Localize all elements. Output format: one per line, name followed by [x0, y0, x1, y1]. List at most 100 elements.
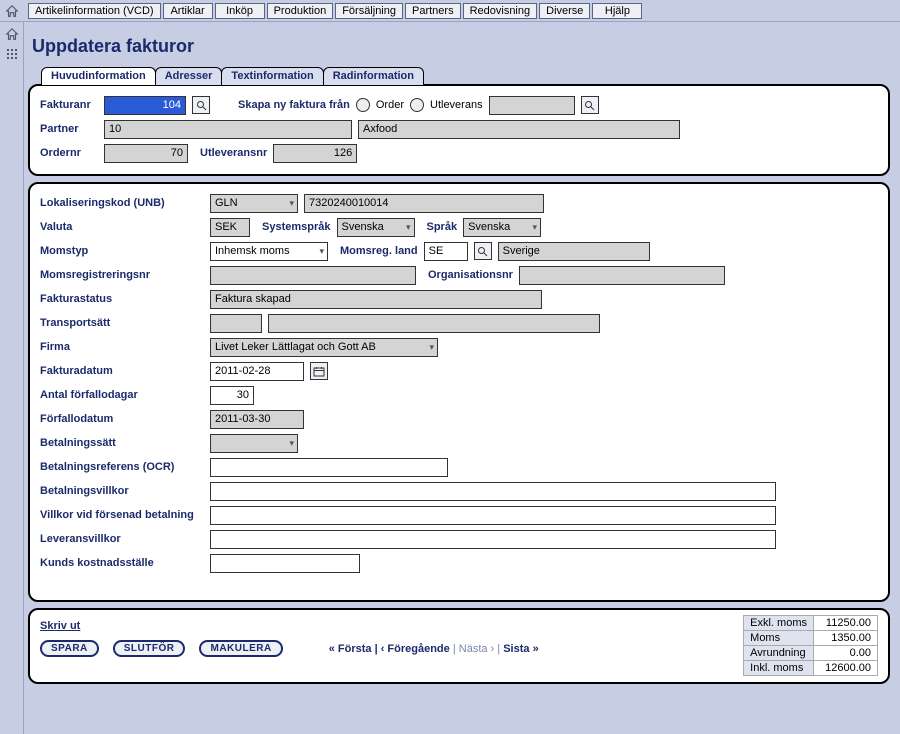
pager-prev[interactable]: ‹ Föregående [381, 643, 450, 655]
utleverans-label: Utleverans [430, 99, 483, 111]
inkl-label: Inkl. moms [744, 661, 814, 676]
calendar-icon[interactable] [310, 362, 328, 380]
utleveransnr-label: Utleveransnr [200, 147, 267, 159]
menu-produktion[interactable]: Produktion [267, 3, 334, 19]
utleveransnr-input[interactable] [273, 144, 357, 163]
slutfor-button[interactable]: SLUTFÖR [113, 640, 186, 657]
fakturastatus-label: Fakturastatus [40, 293, 204, 305]
pager-next[interactable]: Nästa › [459, 643, 494, 655]
lokaliseringskod-label: Lokaliseringskod (UNB) [40, 197, 204, 209]
betalningsvillkor-label: Betalningsvillkor [40, 485, 204, 497]
home-icon-side[interactable] [4, 26, 20, 42]
forfallodatum-label: Förfallodatum [40, 413, 204, 425]
search-icon[interactable] [192, 96, 210, 114]
menu-diverse[interactable]: Diverse [539, 3, 590, 19]
firma-label: Firma [40, 341, 204, 353]
pager-last[interactable]: Sista » [503, 643, 538, 655]
partner-name-input[interactable] [358, 120, 680, 139]
betalningsreferens-label: Betalningsreferens (OCR) [40, 461, 204, 473]
betalningssatt-select[interactable] [210, 434, 298, 453]
transportsatt-label: Transportsätt [40, 317, 204, 329]
antal-forfallodagar-label: Antal förfallodagar [40, 389, 204, 401]
momstyp-select[interactable]: Inhemsk moms [210, 242, 328, 261]
tab-radinformation[interactable]: Radinformation [323, 67, 424, 85]
systemsprak-select[interactable]: Svenska [337, 218, 415, 237]
page-title: Uppdatera fakturor [32, 36, 890, 57]
skapa-label: Skapa ny faktura från [238, 99, 350, 111]
search-icon[interactable] [474, 242, 492, 260]
sprak-select[interactable]: Svenska [463, 218, 541, 237]
grip-icon [4, 46, 20, 62]
menu-artikelinformation[interactable]: Artikelinformation (VCD) [28, 3, 161, 19]
panel-header: Fakturanr Skapa ny faktura från Order Ut… [28, 84, 890, 176]
partner-label: Partner [40, 123, 98, 135]
ordernr-input[interactable] [104, 144, 188, 163]
menu-hjalp[interactable]: Hjälp [592, 3, 642, 19]
radio-utleverans[interactable] [410, 98, 424, 112]
firma-select[interactable]: Livet Leker Lättlagat och Gott AB [210, 338, 438, 357]
menu-artiklar[interactable]: Artiklar [163, 3, 213, 19]
tab-textinformation[interactable]: Textinformation [221, 67, 323, 85]
avrundning-value: 0.00 [814, 646, 878, 661]
radio-order[interactable] [356, 98, 370, 112]
kunds-kostnadsstalle-input[interactable] [210, 554, 360, 573]
menu-redovisning[interactable]: Redovisning [463, 3, 538, 19]
fakturanr-input[interactable] [104, 96, 186, 115]
panel-footer: Skriv ut SPARA SLUTFÖR MAKULERA « Första… [28, 608, 890, 684]
menu-partners[interactable]: Partners [405, 3, 461, 19]
makulera-button[interactable]: MAKULERA [199, 640, 282, 657]
inkl-value: 12600.00 [814, 661, 878, 676]
pager: « Första | ‹ Föregående | Nästa › | Sist… [329, 643, 539, 655]
moms-label: Moms [744, 631, 814, 646]
left-gutter [0, 22, 24, 734]
panel-details: Lokaliseringskod (UNB) GLN Valuta System… [28, 182, 890, 602]
tab-bar: Huvudinformation Adresser Textinformatio… [42, 67, 890, 85]
menu-forsaljning[interactable]: Försäljning [335, 3, 403, 19]
organisationsnr-input[interactable] [519, 266, 725, 285]
exkl-value: 11250.00 [814, 616, 878, 631]
antal-forfallodagar-input[interactable] [210, 386, 254, 405]
search-icon[interactable] [581, 96, 599, 114]
skriv-ut-link[interactable]: Skriv ut [40, 620, 80, 632]
avrundning-label: Avrundning [744, 646, 814, 661]
pager-first[interactable]: « Första [329, 643, 372, 655]
betalningsreferens-input[interactable] [210, 458, 448, 477]
momstyp-label: Momstyp [40, 245, 204, 257]
lokaliseringskod-input[interactable] [304, 194, 544, 213]
villkor-forsenad-label: Villkor vid försenad betalning [40, 509, 204, 521]
momsreg-land-code-input[interactable] [424, 242, 468, 261]
ordernr-label: Ordernr [40, 147, 98, 159]
lokaliseringskod-type-select[interactable]: GLN [210, 194, 298, 213]
sprak-label: Språk [427, 221, 458, 233]
fakturanr-label: Fakturanr [40, 99, 98, 111]
momsregistreringsnr-label: Momsregistreringsnr [40, 269, 204, 281]
valuta-input[interactable] [210, 218, 250, 237]
partner-id-input[interactable] [104, 120, 352, 139]
betalningsvillkor-input[interactable] [210, 482, 776, 501]
fakturastatus-input [210, 290, 542, 309]
leveransvillkor-label: Leveransvillkor [40, 533, 204, 545]
tab-huvudinformation[interactable]: Huvudinformation [41, 67, 156, 85]
utleverans-input[interactable] [489, 96, 575, 115]
kunds-kostnadsstalle-label: Kunds kostnadsställe [40, 557, 204, 569]
momsregistreringsnr-input[interactable] [210, 266, 416, 285]
order-label: Order [376, 99, 404, 111]
exkl-label: Exkl. moms [744, 616, 814, 631]
tab-adresser[interactable]: Adresser [155, 67, 223, 85]
transportsatt-code-input[interactable] [210, 314, 262, 333]
main-menu: Artikelinformation (VCD) Artiklar Inköp … [28, 3, 642, 19]
home-icon[interactable] [4, 3, 20, 19]
fakturadatum-label: Fakturadatum [40, 365, 204, 377]
spara-button[interactable]: SPARA [40, 640, 99, 657]
moms-value: 1350.00 [814, 631, 878, 646]
betalningssatt-label: Betalningssätt [40, 437, 204, 449]
menu-inkop[interactable]: Inköp [215, 3, 265, 19]
forfallodatum-input [210, 410, 304, 429]
transportsatt-name-input [268, 314, 600, 333]
villkor-forsenad-input[interactable] [210, 506, 776, 525]
momsreg-land-label: Momsreg. land [340, 245, 418, 257]
page-body: Uppdatera fakturor Huvudinformation Adre… [28, 26, 890, 728]
organisationsnr-label: Organisationsnr [428, 269, 513, 281]
leveransvillkor-input[interactable] [210, 530, 776, 549]
fakturadatum-input[interactable] [210, 362, 304, 381]
